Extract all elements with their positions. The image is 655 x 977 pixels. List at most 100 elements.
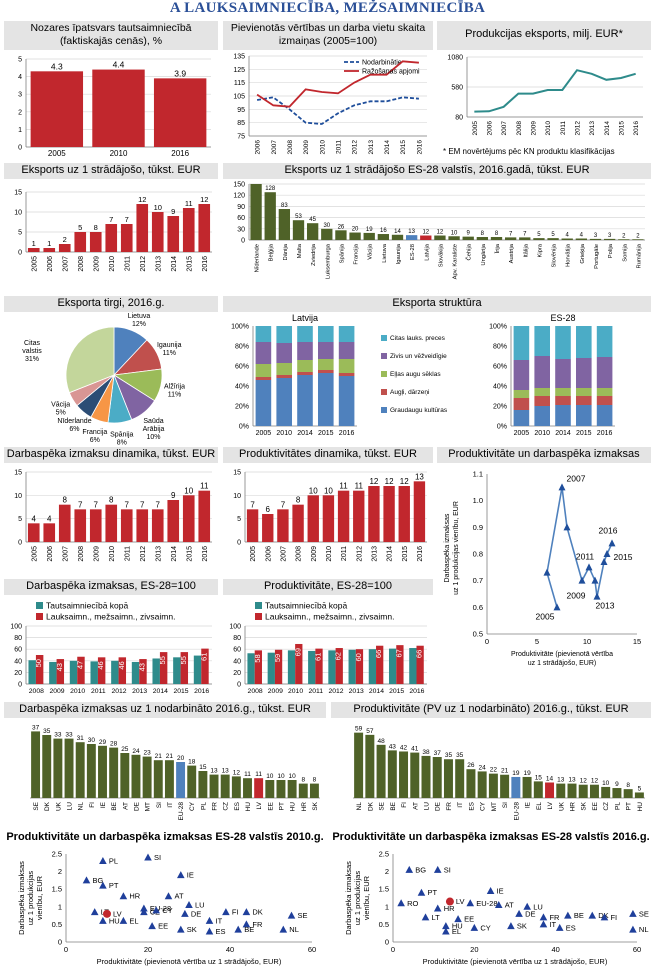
scatter-2016-point-label: DE: [525, 909, 535, 918]
productivity-vs-labor-path-line: [546, 487, 613, 608]
scatter-2016-ytick: 2: [385, 867, 389, 876]
labor-costs-eu28-2016-bar: [287, 780, 297, 798]
scatter-2016-point: [564, 911, 572, 919]
productivity-dynamics-xtick: 2013: [371, 546, 378, 562]
labor-costs-index-data-label: 46: [96, 661, 105, 669]
scatter-2016-xtick: 40: [551, 945, 559, 954]
export-markets-slice-label: Igaunija: [157, 342, 182, 349]
chart-export-structure: Latvija 0% 20% 40% 60% 80% 100% 2005 2010 2014 201…: [231, 313, 615, 437]
productivity-eu28-2016-bar: [410, 752, 420, 798]
labor-cost-dynamics-xtick: 2015: [186, 546, 193, 562]
exports-eu28-data-label: 30: [323, 223, 330, 229]
exports-eu28-bar: [490, 237, 503, 240]
scatter-2010-xtick: 0: [64, 945, 68, 954]
productivity-index-bar: [409, 648, 417, 684]
exports-per-worker-bar: [151, 212, 164, 252]
exports-eu28-bar: [434, 235, 446, 240]
scatter-2010-point: [177, 925, 185, 933]
scatter-2010-point-label: IT: [216, 916, 223, 925]
exports-eu28-xtick: Kipra: [537, 243, 543, 257]
productivity-eu28-2016-bar: [578, 784, 588, 798]
labor-cost-dynamics-bar: [120, 509, 133, 542]
owner-index-ytick: 0: [18, 145, 22, 152]
labor-cost-dynamics-xtick: 2007: [62, 546, 69, 562]
value-added-jobs-ytick: 125: [233, 67, 245, 74]
labor-costs-index-bar: [118, 657, 127, 684]
exports-eu28-bar: [335, 230, 347, 240]
productivity-vs-labor-ytick: 0.7: [473, 576, 483, 585]
export-markets-slice-label: Spānija: [110, 432, 133, 439]
labor-costs-eu28-2016-xtick: ES: [234, 801, 241, 810]
productivity-eu28-2016-xtick: SK: [581, 801, 588, 810]
exports-eu28-data-label: 13: [408, 229, 415, 235]
labor-cost-dynamics-ytick: 5: [18, 516, 22, 523]
labor-costs-index-bar: [49, 661, 57, 684]
labor-costs-eu28-2016-data-label: 12: [233, 769, 241, 776]
export-structure-xtick: 2016: [339, 430, 355, 437]
productivity-dynamics-xtick: 2015: [402, 546, 409, 562]
scatter-2016-point: [397, 899, 405, 907]
value-added-jobs-legend-label: Nodarbinātie: [362, 60, 402, 67]
labor-costs-eu28-2016-data-label: 13: [222, 768, 230, 775]
labor-costs-eu28-2016-bar: [64, 738, 74, 798]
exports-per-worker-bar: [43, 248, 56, 252]
labor-costs-eu28-2016-bar: [309, 783, 319, 798]
scatter-2010-point: [99, 916, 107, 924]
productivity-eu28-2016-xtick: LV: [547, 801, 554, 809]
productivity-eu28-2016-bar: [601, 786, 611, 798]
productivity-dynamics-xtick: 2014: [387, 546, 394, 562]
scatter-2016-point-label: HU: [452, 922, 463, 931]
exports-per-worker-bar: [182, 208, 195, 252]
labor-costs-eu28-2016-data-label: 29: [99, 739, 107, 746]
scatter-2010-point-label: PT: [109, 881, 119, 890]
labor-cost-dynamics-bar: [105, 504, 118, 542]
export-structure-xtick: 2005: [514, 430, 530, 437]
scatter-2016-xtick: 0: [391, 945, 395, 954]
export-markets-slice-label: Arābija: [143, 426, 165, 433]
labor-cost-dynamics-data-label: 7: [156, 500, 161, 509]
scatter-2016-point-label: SI: [444, 865, 451, 874]
labor-cost-dynamics-bar: [74, 509, 87, 542]
productivity-eu28-2016-bar: [545, 782, 555, 798]
productivity-vs-labor-point-label: 2015: [614, 552, 633, 562]
labor-costs-index-data-label: 47: [75, 661, 84, 669]
productivity-eu28-2016-data-label: 35: [445, 752, 453, 759]
export-structure-segment: [338, 342, 355, 359]
labor-cost-dynamics-data-label: 4: [47, 514, 52, 523]
panel-title-productivity-dynamics: Produktivitātes dinamika, tūkst. EUR: [223, 447, 433, 463]
productivity-index-ytick: 0: [237, 682, 241, 689]
exports-per-worker-data-label: 10: [154, 203, 162, 212]
productivity-eu28-2016-xtick: MT: [491, 802, 498, 811]
productivity-dynamics-xtick: 2009: [311, 546, 318, 562]
export-markets-slice-value: 11%: [162, 350, 176, 357]
export-structure-segment: [276, 375, 292, 378]
productivity-dynamics-data-label: 13: [415, 472, 424, 481]
labor-cost-dynamics-xtick: 2011: [124, 546, 131, 561]
exports-eu28-data-label: 20: [352, 227, 359, 233]
chart-labor-costs-eu28-2016: 37 SE 35 DK 33 UK 33 LU 31 NL 30 FI 29 IE 28 BE 25 AT 24 DE…: [30, 724, 320, 820]
productivity-index-bar: [315, 648, 323, 684]
chart-productivity-dynamics: 0 5 10 15 7 2005 6 2006 7 2007 8 2008 10 2009 10 2010 11…: [233, 470, 427, 562]
owner-index-ytick: 5: [18, 57, 22, 64]
export-structure-segment: [297, 326, 313, 342]
scatter-2010-point-label: DE: [191, 909, 201, 918]
value-added-jobs-xtick: 2016: [416, 140, 423, 155]
value-added-jobs-xtick: 2013: [368, 140, 375, 155]
export-structure-segment: [338, 373, 355, 376]
labor-cost-dynamics-bar: [182, 495, 195, 542]
export-structure-ytick: 0%: [497, 424, 507, 431]
value-added-jobs-xtick: 2008: [287, 140, 294, 155]
productivity-dynamics-bar: [368, 486, 380, 542]
scatter-2016-point: [629, 925, 637, 933]
export-markets-slice-label: valstis: [22, 348, 42, 355]
productivity-dynamics-ytick: 15: [233, 470, 241, 477]
export-structure-ytick: 40%: [235, 384, 249, 391]
exports-eu28-xtick: Austrija: [509, 243, 515, 263]
export-structure-subchart-title: Latvija: [292, 313, 318, 323]
scatter-2016-point: [433, 865, 442, 873]
productivity-dynamics-ytick: 0: [237, 540, 241, 547]
productivity-eu28-2016-data-label: 8: [626, 782, 630, 789]
productivity-index-ytick: 80: [233, 635, 241, 642]
labor-costs-eu28-2016-data-label: 37: [32, 724, 40, 731]
